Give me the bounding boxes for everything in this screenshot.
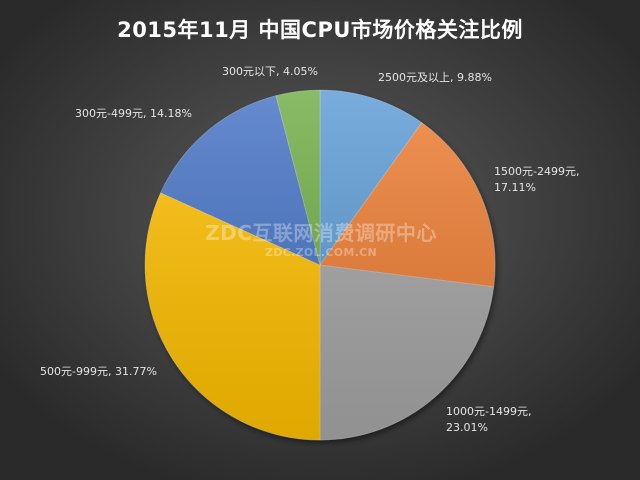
- watermark-text: ZDC互联网消费调研中心: [205, 221, 437, 245]
- slice-label-3: 1000元-1499元, 23.01%: [446, 405, 532, 434]
- slice-label-4: 500元-999元, 31.77%: [40, 365, 157, 378]
- slice-label-6: 300元以下, 4.05%: [222, 65, 318, 78]
- slice-label-5: 300元-499元, 14.18%: [75, 107, 192, 120]
- watermark-url: ZDC.ZOL.COM.CN: [265, 246, 377, 259]
- chart-title: 2015年11月 中国CPU市场价格关注比例: [117, 18, 523, 42]
- slice-label-2: 1500元-2499元, 17.11%: [494, 165, 580, 194]
- slice-label-1: 2500元及以上, 9.88%: [378, 71, 492, 84]
